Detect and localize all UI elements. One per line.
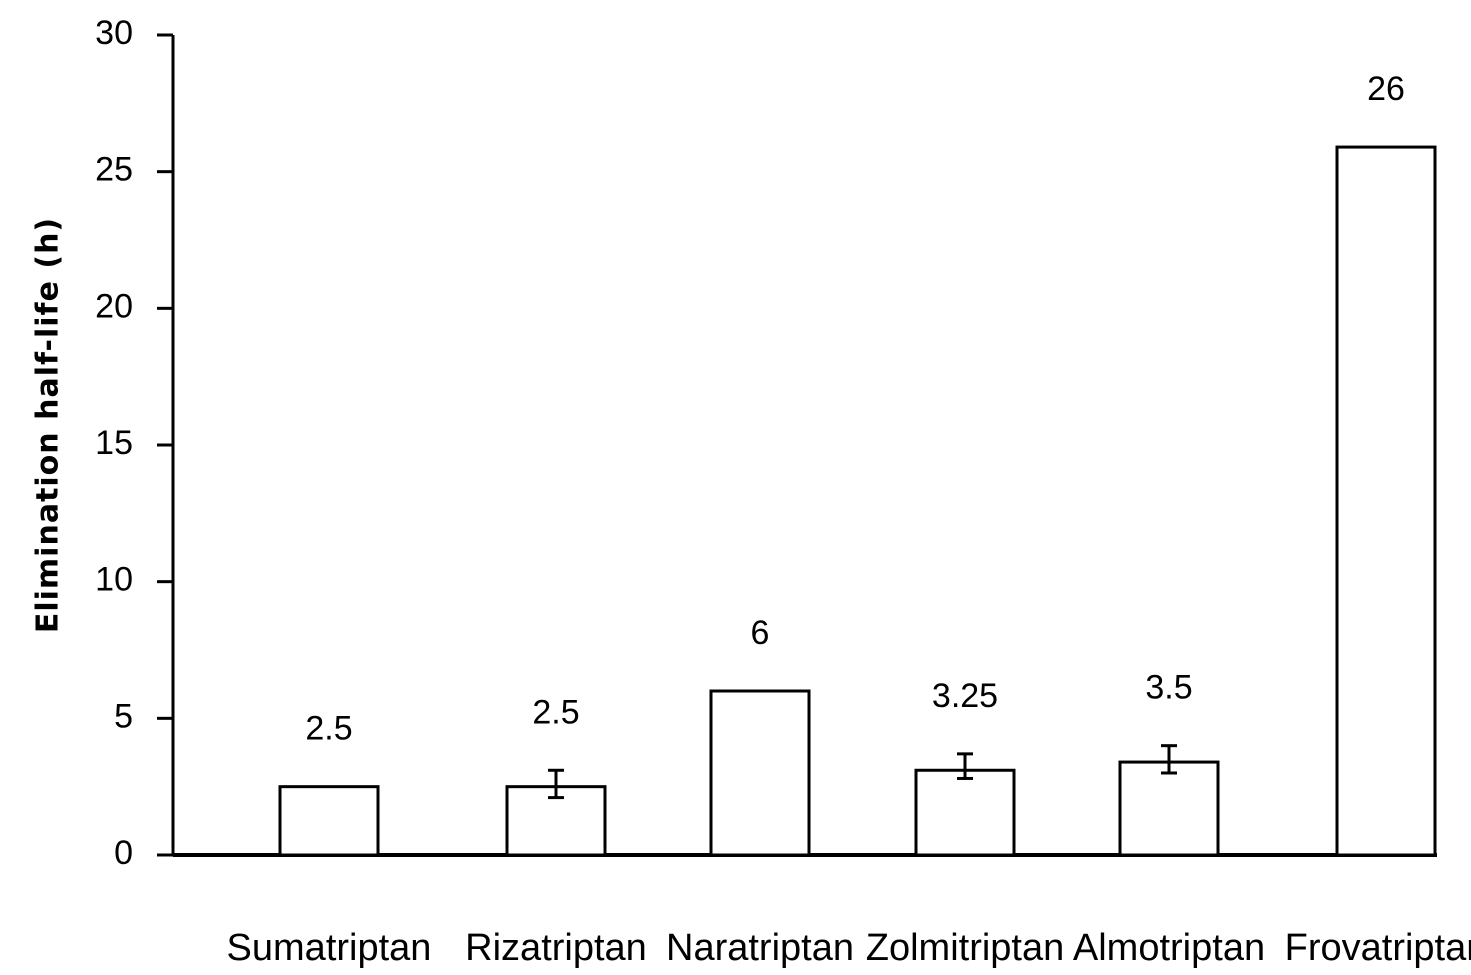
y-tick-label-10: 10: [95, 561, 133, 599]
y-tick-label-15: 15: [95, 424, 133, 462]
data-labels: 2.5 2.5 6 3.25 3.5 26: [305, 70, 1405, 748]
y-tick-label-30: 30: [95, 14, 133, 52]
error-bar-almotriptan: [1161, 744, 1177, 775]
bar-sumatriptan: [278, 785, 380, 857]
bar-naratriptan: [709, 689, 811, 857]
error-bar-rizatriptan: [548, 768, 564, 800]
x-label-rizatriptan: Rizatriptan: [465, 927, 647, 969]
bar-frovatriptan: [1335, 145, 1437, 857]
chart-bars: [278, 145, 1437, 857]
y-tick-label-25: 25: [95, 151, 133, 189]
y-axis-title: Elimination half-life (h): [31, 217, 66, 633]
x-label-frovatriptan: Frovatriptan: [1285, 927, 1471, 969]
x-label-sumatriptan: Sumatriptan: [227, 927, 432, 969]
data-label-zolmitriptan: 3.25: [932, 677, 998, 715]
data-label-rizatriptan: 2.5: [532, 693, 579, 731]
data-label-naratriptan: 6: [751, 614, 770, 652]
x-label-naratriptan: Naratriptan: [666, 927, 854, 969]
y-axis-ticks: 0 5 10 15 20 25 30: [95, 14, 173, 872]
error-bars: [548, 744, 1177, 800]
bar-almotriptan: [1118, 760, 1220, 857]
data-label-frovatriptan: 26: [1367, 70, 1405, 108]
x-axis-labels: Sumatriptan Rizatriptan Naratriptan Zolmitr…: [227, 927, 1471, 969]
x-label-almotriptan: Almotriptan: [1073, 927, 1265, 969]
bar-zolmitriptan: [914, 768, 1016, 857]
y-tick-label-5: 5: [114, 697, 133, 735]
data-label-sumatriptan: 2.5: [305, 710, 352, 748]
error-bar-zolmitriptan: [957, 752, 973, 780]
y-tick-label-20: 20: [95, 287, 133, 325]
data-label-almotriptan: 3.5: [1145, 669, 1192, 707]
y-tick-label-0: 0: [114, 834, 133, 872]
x-label-zolmitriptan: Zolmitriptan: [866, 927, 1065, 969]
